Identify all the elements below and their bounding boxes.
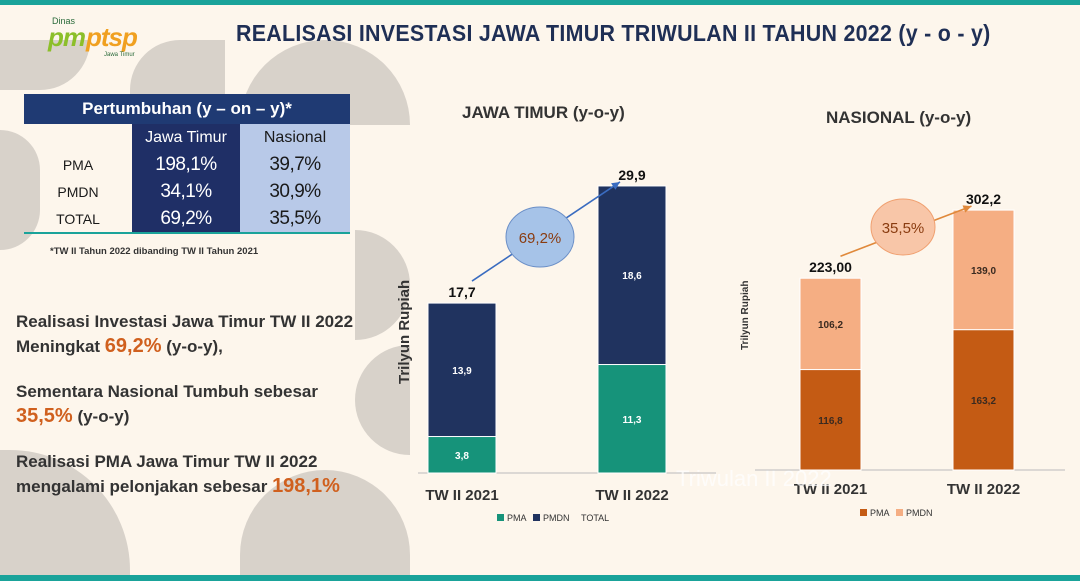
- total-label: 17,7: [448, 284, 475, 300]
- cell-jatim: 69,2%: [132, 205, 240, 234]
- highlight-value: 198,1%: [272, 475, 340, 497]
- cell-nasional: 30,9%: [240, 178, 350, 205]
- legend-swatch: [860, 509, 867, 516]
- category-label: TW II 2021: [425, 487, 498, 504]
- total-label: 302,2: [966, 191, 1001, 207]
- data-label: 106,2: [818, 320, 843, 331]
- cell-jatim: 34,1%: [132, 178, 240, 205]
- data-label: 116,8: [818, 416, 843, 427]
- col-header-jatim: Jawa Timur: [132, 124, 240, 151]
- legend-label: PMA: [870, 508, 890, 518]
- growth-label: 35,5%: [882, 220, 925, 237]
- top-accent-bar: [0, 0, 1080, 5]
- logo-pm: pm: [48, 22, 86, 52]
- category-label: TW II 2022: [947, 481, 1020, 498]
- growth-label: 69,2%: [519, 230, 562, 247]
- legend-swatch: [497, 514, 504, 521]
- total-label: 223,00: [809, 259, 852, 275]
- logo-subtitle: Jawa Timur: [104, 52, 135, 58]
- bar-pma: [952, 329, 1015, 471]
- highlight-value: 69,2%: [104, 335, 162, 357]
- legend-label: PMDN: [543, 513, 570, 523]
- table-row: TOTAL 69,2% 35,5%: [24, 205, 350, 234]
- legend-swatch: [896, 509, 903, 516]
- row-label: PMA: [62, 156, 94, 173]
- growth-arrow-head: [611, 181, 620, 190]
- legend-label: PMA: [507, 513, 527, 523]
- logo-dinas: Dinas: [52, 16, 76, 26]
- data-label: 139,0: [971, 266, 996, 277]
- growth-ellipse: [870, 198, 936, 256]
- legend-swatch: [533, 514, 540, 521]
- bar-pma: [597, 364, 667, 474]
- bar-pmdn: [799, 277, 862, 371]
- table-row: PMDN 34,1% 30,9%: [24, 178, 350, 205]
- table-row: PMA 198,1% 39,7%: [24, 151, 350, 178]
- data-label: 13,9: [452, 366, 472, 377]
- col-header-nasional: Nasional: [240, 124, 350, 151]
- growth-arrow-head: [962, 205, 972, 213]
- growth-table-header: Pertumbuhan (y – on – y)*: [24, 94, 350, 124]
- watermark: Triwulan II 2022: [676, 466, 832, 491]
- highlight-value: 35,5%: [16, 405, 73, 427]
- cell-nasional: 39,7%: [240, 151, 350, 178]
- bar-pmdn: [597, 185, 667, 366]
- bar-pmdn: [952, 209, 1015, 331]
- data-label: 3,8: [455, 451, 469, 462]
- growth-table: Pertumbuhan (y – on – y)* Jawa Timur Nas…: [24, 94, 350, 234]
- data-label: 11,3: [623, 415, 642, 426]
- category-label: TW II 2022: [595, 487, 668, 504]
- data-label: 163,2: [971, 396, 996, 407]
- cell-jatim: 198,1%: [132, 151, 240, 178]
- bar-pma: [427, 436, 497, 474]
- legend-label: PMDN: [906, 508, 933, 518]
- row-label: PMDN: [57, 183, 99, 200]
- table-footnote: *TW II Tahun 2022 dibanding TW II Tahun …: [50, 246, 259, 257]
- legend-label: TOTAL: [581, 513, 609, 523]
- bar-pmdn: [427, 302, 497, 438]
- data-label: 18,6: [622, 271, 642, 282]
- total-label: 29,9: [618, 167, 645, 183]
- summary-paragraph-3: Realisasi PMA Jawa Timur TW II 2022 meng…: [16, 452, 340, 497]
- page-title: REALISASI INVESTASI JAWA TIMUR TRIWULAN …: [236, 20, 991, 46]
- bar-pma: [799, 369, 862, 471]
- bottom-accent-bar: [0, 575, 1080, 581]
- chart-title-nasional: NASIONAL (y-o-y): [826, 108, 972, 127]
- summary-paragraph-1: Realisasi Investasi Jawa Timur TW II 202…: [16, 312, 354, 357]
- summary-paragraph-2: Sementara Nasional Tumbuh sebesar 35,5% …: [16, 382, 319, 427]
- chart-title-jatim: JAWA TIMUR (y-o-y): [462, 103, 625, 122]
- category-label: TW II 2021: [794, 481, 867, 498]
- growth-ellipse: [505, 206, 575, 268]
- logo-ptsp: ptsp: [86, 22, 138, 52]
- cell-nasional: 35,5%: [240, 205, 350, 234]
- row-label: TOTAL: [24, 205, 132, 234]
